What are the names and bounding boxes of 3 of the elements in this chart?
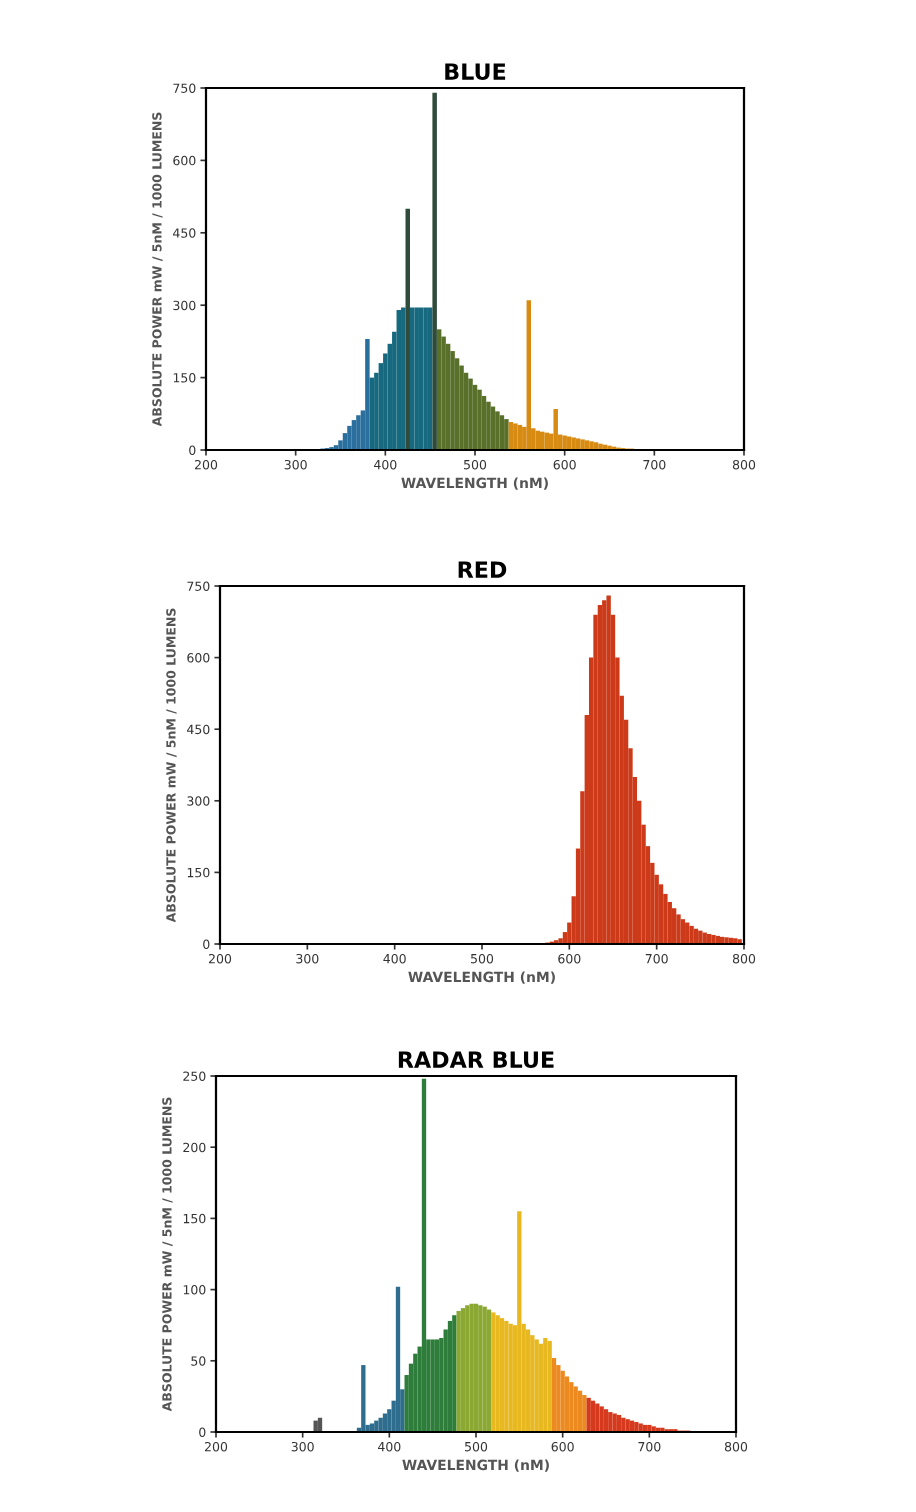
chart-title: BLUE — [445, 63, 506, 80]
chart-title: RADAR BLUE — [398, 1051, 554, 1068]
chart-title: RED — [458, 561, 507, 578]
